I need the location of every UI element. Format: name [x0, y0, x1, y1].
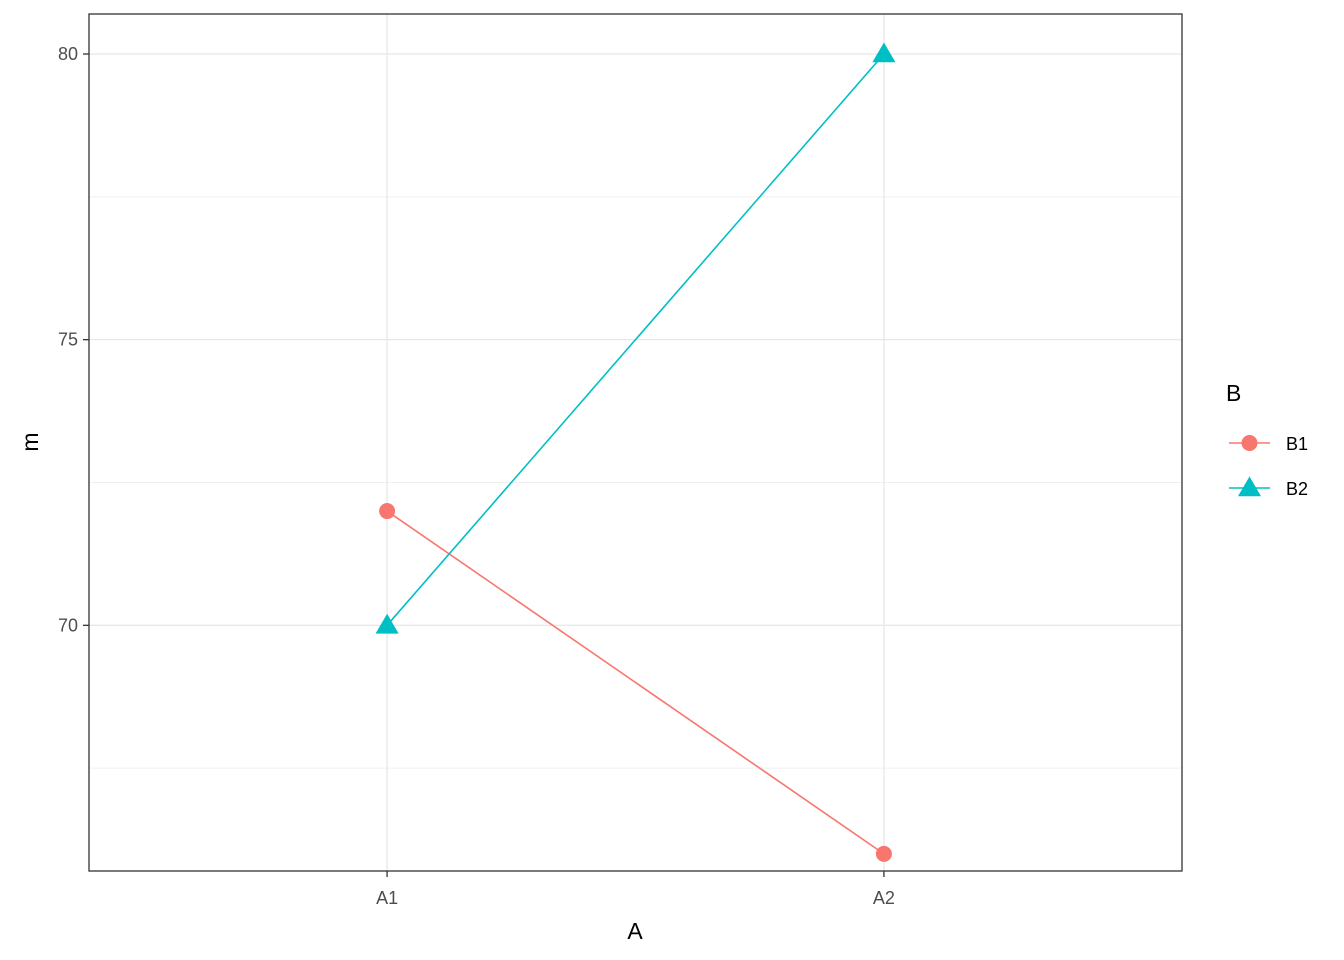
plot-background	[89, 14, 1182, 871]
y-tick-label: 80	[58, 44, 78, 64]
data-point	[875, 845, 892, 862]
y-axis: 70 75 80	[58, 44, 89, 635]
series-layer	[375, 42, 896, 862]
legend-label: B1	[1286, 434, 1308, 454]
legend-key-marker	[1237, 476, 1262, 497]
x-tick-label: A2	[873, 888, 895, 908]
plot-border	[88, 13, 1183, 872]
y-tick-label: 70	[58, 615, 78, 635]
y-axis-title: m	[17, 432, 43, 451]
legend: B B1 B2	[1226, 380, 1308, 499]
data-point	[872, 42, 896, 63]
legend-key-marker	[1241, 435, 1258, 451]
legend-item-b2: B2	[1229, 476, 1308, 499]
x-axis: A1 A2	[376, 871, 895, 908]
series-line	[386, 510, 885, 855]
series-b1	[379, 503, 892, 862]
series-b2	[375, 42, 896, 634]
legend-item-b1: B1	[1229, 434, 1308, 454]
data-point	[375, 613, 399, 634]
series-line	[386, 53, 885, 626]
y-tick-label: 75	[58, 330, 78, 350]
data-point	[379, 503, 396, 520]
grid-minor	[89, 196, 1182, 769]
x-tick-label: A1	[376, 888, 398, 908]
legend-label: B2	[1286, 479, 1308, 499]
x-axis-title: A	[627, 918, 643, 944]
legend-title: B	[1226, 380, 1241, 406]
